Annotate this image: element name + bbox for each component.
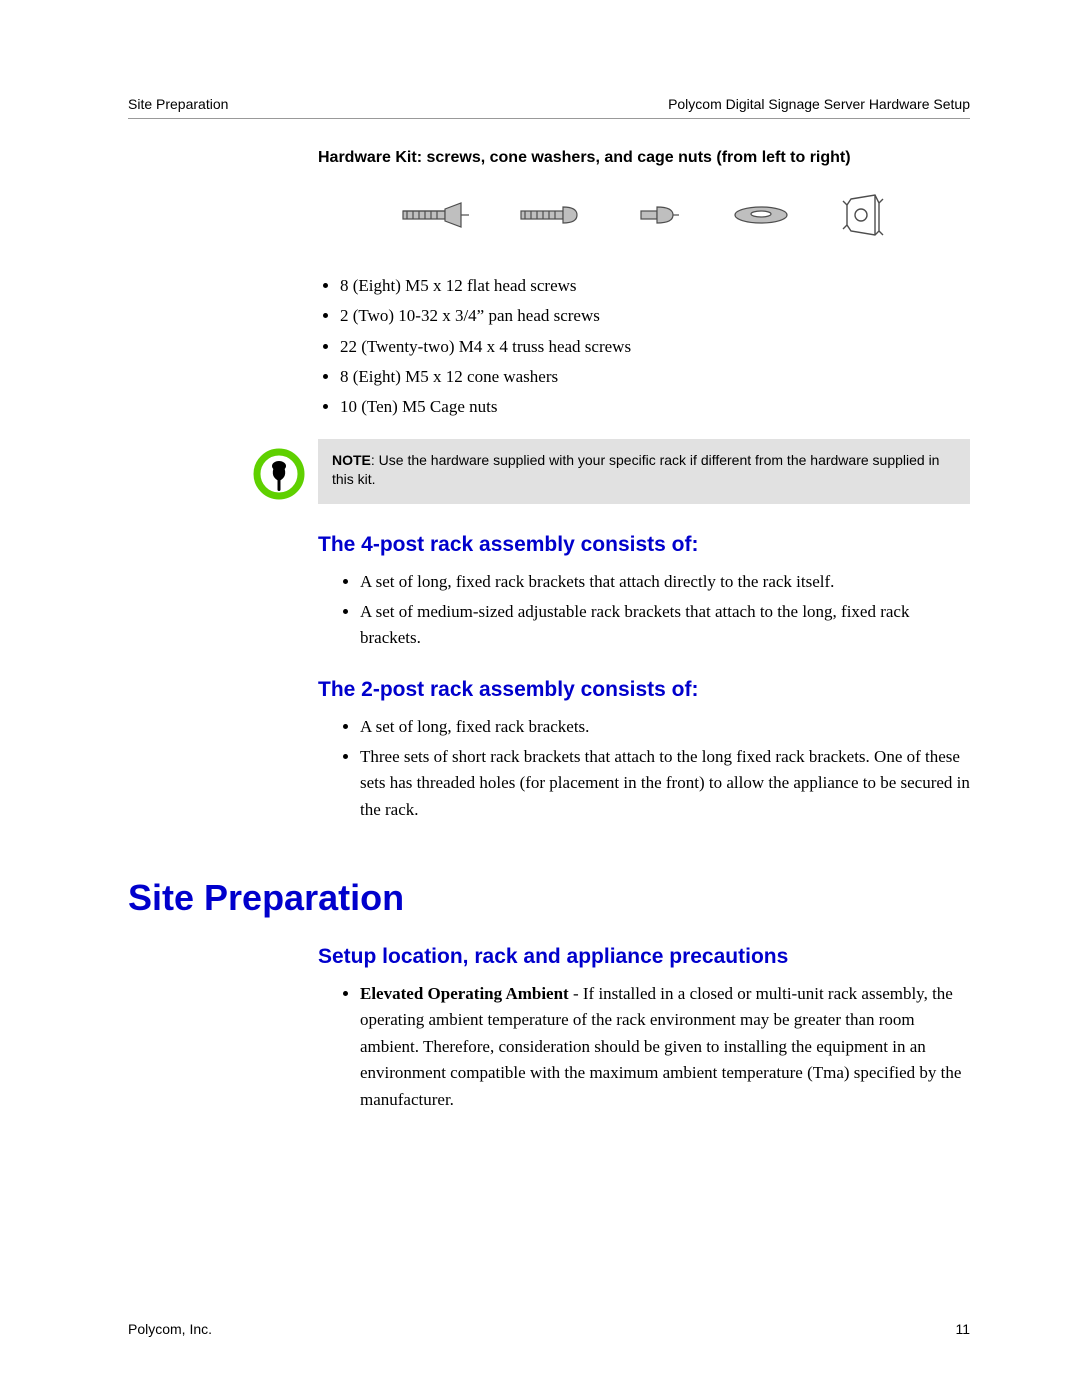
- header-left: Site Preparation: [128, 96, 228, 112]
- header-right: Polycom Digital Signage Server Hardware …: [668, 96, 970, 112]
- hardware-kit-figure: [318, 191, 970, 239]
- pushpin-icon: [248, 443, 310, 505]
- four-post-list: A set of long, fixed rack brackets that …: [338, 569, 970, 652]
- hardware-kit-list: 8 (Eight) M5 x 12 flat head screws 2 (Tw…: [318, 273, 970, 421]
- list-item: A set of long, fixed rack brackets.: [360, 714, 970, 740]
- bullet-bold: Elevated Operating Ambient: [360, 984, 569, 1003]
- note-callout: NOTE: Use the hardware supplied with you…: [248, 439, 970, 505]
- four-post-heading: The 4-post rack assembly consists of:: [318, 533, 970, 557]
- hardware-kit-caption: Hardware Kit: screws, cone washers, and …: [318, 149, 970, 167]
- footer-left: Polycom, Inc.: [128, 1321, 212, 1337]
- page-footer: Polycom, Inc. 11: [128, 1321, 970, 1337]
- document-page: Site Preparation Polycom Digital Signage…: [0, 0, 1080, 1397]
- page-header: Site Preparation Polycom Digital Signage…: [128, 96, 970, 112]
- flat-head-screw-icon: [401, 199, 471, 231]
- two-post-list: A set of long, fixed rack brackets. Thre…: [338, 714, 970, 823]
- setup-precautions-heading: Setup location, rack and appliance preca…: [318, 945, 970, 969]
- precautions-list: Elevated Operating Ambient - If installe…: [338, 981, 970, 1113]
- note-box: NOTE: Use the hardware supplied with you…: [318, 439, 970, 504]
- list-item: 22 (Twenty-two) M4 x 4 truss head screws: [340, 334, 970, 360]
- list-item: 2 (Two) 10-32 x 3/4” pan head screws: [340, 303, 970, 329]
- footer-page-number: 11: [955, 1321, 970, 1337]
- header-rule: [128, 118, 970, 119]
- list-item: A set of long, fixed rack brackets that …: [360, 569, 970, 595]
- list-item: 8 (Eight) M5 x 12 cone washers: [340, 364, 970, 390]
- list-item: Elevated Operating Ambient - If installe…: [360, 981, 970, 1113]
- note-text: : Use the hardware supplied with your sp…: [332, 452, 939, 488]
- site-preparation-title: Site Preparation: [128, 877, 970, 919]
- note-label: NOTE: [332, 452, 371, 468]
- list-item: A set of medium-sized adjustable rack br…: [360, 599, 970, 652]
- two-post-heading: The 2-post rack assembly consists of:: [318, 678, 970, 702]
- truss-head-screw-icon: [637, 199, 683, 231]
- list-item: 8 (Eight) M5 x 12 flat head screws: [340, 273, 970, 299]
- content-column: Hardware Kit: screws, cone washers, and …: [318, 149, 970, 1113]
- pan-head-screw-icon: [519, 199, 589, 231]
- cone-washer-icon: [731, 204, 791, 226]
- cage-nut-icon: [839, 191, 887, 239]
- list-item: 10 (Ten) M5 Cage nuts: [340, 394, 970, 420]
- list-item: Three sets of short rack brackets that a…: [360, 744, 970, 823]
